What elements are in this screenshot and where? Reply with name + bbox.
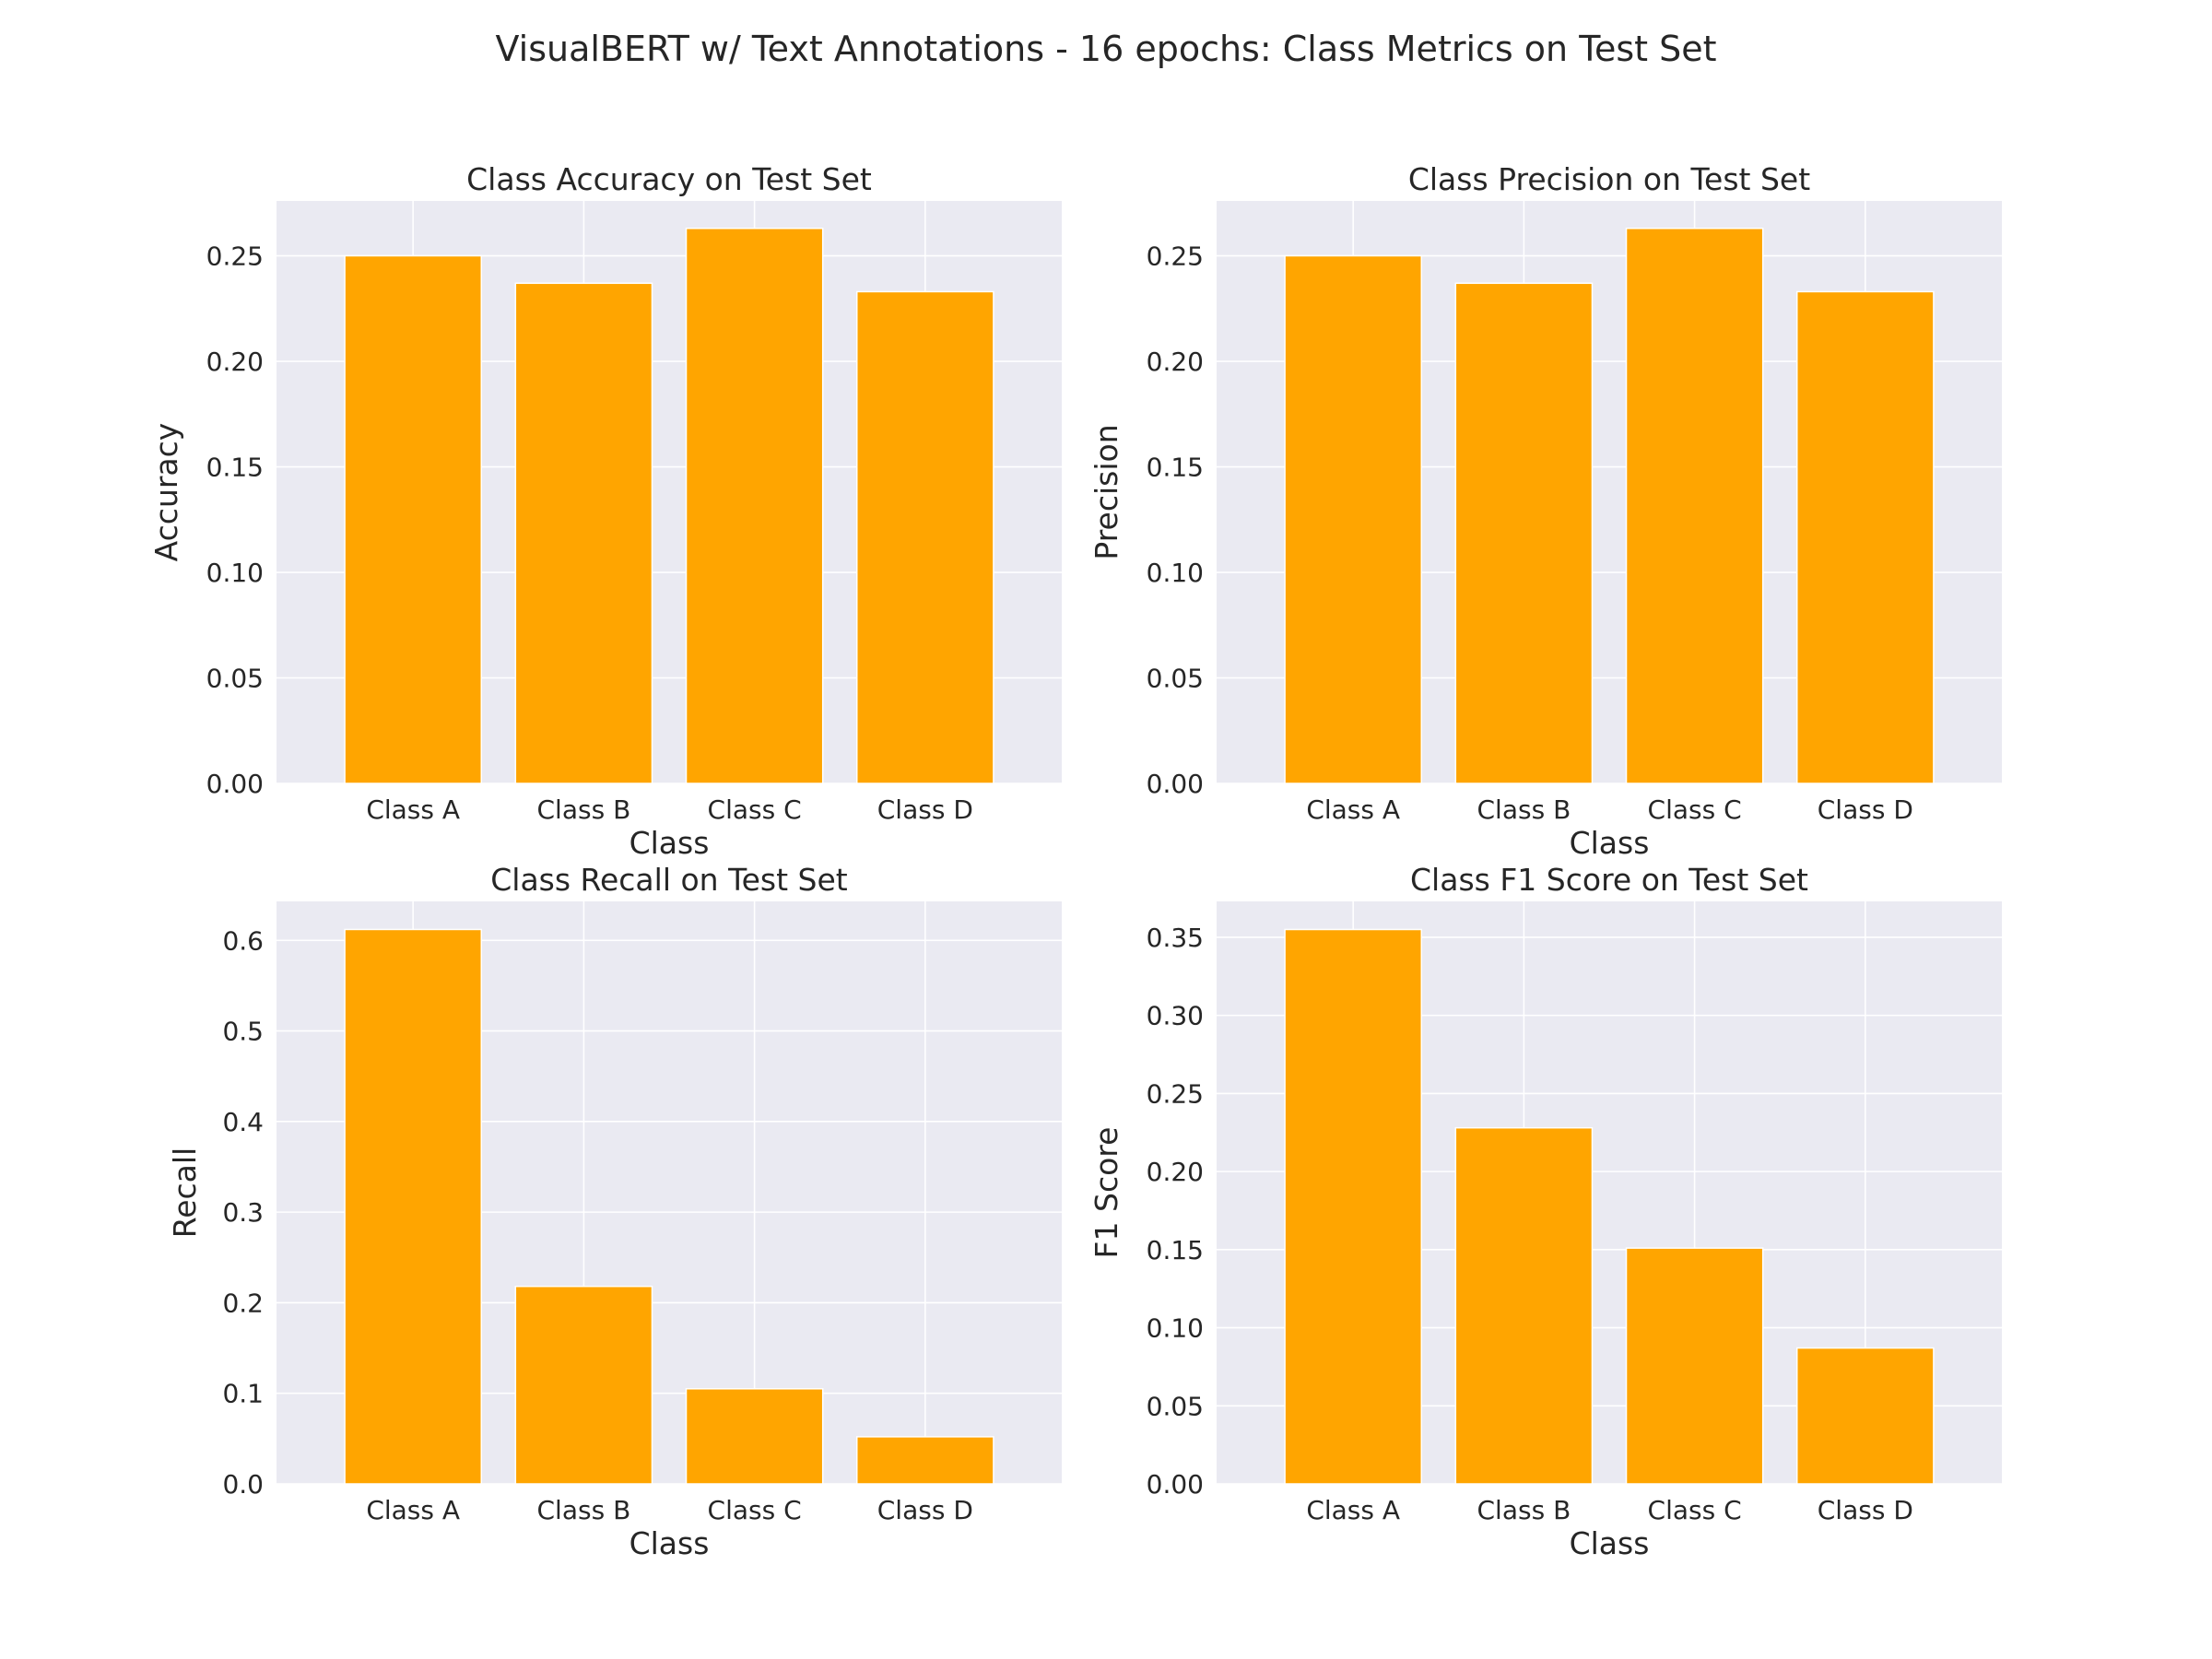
recall-bar-class-c [685, 1388, 824, 1485]
f1-score-ytick-label: 0.00 [1147, 1469, 1204, 1500]
recall-xtick-label: Class A [366, 1495, 460, 1525]
precision-ytick-label: 0.00 [1147, 769, 1204, 799]
f1-score-xtick-label: Class C [1648, 1495, 1742, 1525]
accuracy-bar-class-b [514, 282, 653, 784]
recall-xtick-label: Class C [708, 1495, 802, 1525]
recall-bar-class-b [514, 1285, 653, 1485]
f1-score-xtick-label: Class D [1818, 1495, 1913, 1525]
precision-bar-class-b [1454, 282, 1594, 784]
accuracy-ytick-label: 0.25 [206, 241, 264, 272]
accuracy-xtick-label: Class C [708, 794, 802, 825]
precision-xtick-label: Class C [1648, 794, 1742, 825]
accuracy-ytick-label: 0.20 [206, 347, 264, 377]
f1-score-xtick-label: Class B [1477, 1495, 1571, 1525]
recall-xtick-label: Class B [537, 1495, 631, 1525]
recall-ytick-label: 0.6 [222, 925, 264, 956]
f1-score-bar-class-d [1795, 1347, 1935, 1485]
accuracy-y-axis-label: Accuracy [148, 423, 184, 562]
accuracy-bar-class-d [855, 290, 994, 784]
f1-score-ytick-label: 0.35 [1147, 923, 1204, 953]
f1-score-ytick-label: 0.30 [1147, 1001, 1204, 1031]
f1-score-ytick-label: 0.05 [1147, 1391, 1204, 1421]
precision-bar-class-c [1625, 228, 1764, 784]
recall-ytick-label: 0.4 [222, 1107, 264, 1137]
f1-score-ytick-label: 0.10 [1147, 1313, 1204, 1344]
precision-y-axis-label: Precision [1088, 424, 1124, 559]
precision-x-axis-label: Class [1570, 825, 1650, 861]
precision-ytick-label: 0.15 [1147, 453, 1204, 483]
precision-xtick-label: Class A [1306, 794, 1400, 825]
accuracy-ytick-label: 0.05 [206, 664, 264, 694]
recall-ytick-label: 0.5 [222, 1017, 264, 1047]
accuracy-bar-class-c [685, 228, 824, 784]
accuracy-ytick-label: 0.00 [206, 769, 264, 799]
recall-xtick-label: Class D [877, 1495, 973, 1525]
recall-y-axis-label: Recall [167, 1147, 203, 1238]
recall-chart-title: Class Recall on Test Set [490, 862, 848, 898]
precision-bar-class-a [1284, 254, 1423, 784]
f1-score-bar-class-a [1284, 928, 1423, 1485]
recall-bar-class-a [344, 928, 483, 1485]
accuracy-chart-title: Class Accuracy on Test Set [466, 161, 872, 197]
precision-bar-class-d [1795, 290, 1935, 784]
precision-ytick-label: 0.05 [1147, 664, 1204, 694]
precision-xtick-label: Class D [1818, 794, 1913, 825]
recall-ytick-label: 0.3 [222, 1197, 264, 1228]
f1-score-ytick-label: 0.15 [1147, 1235, 1204, 1265]
f1-score-x-axis-label: Class [1570, 1525, 1650, 1561]
f1-score-y-axis-label: F1 Score [1088, 1127, 1124, 1259]
accuracy-ytick-label: 0.15 [206, 453, 264, 483]
f1-score-xtick-label: Class A [1306, 1495, 1400, 1525]
f1-score-chart-title: Class F1 Score on Test Set [1410, 862, 1808, 898]
precision-ytick-label: 0.25 [1147, 241, 1204, 272]
accuracy-x-axis-label: Class [629, 825, 710, 861]
precision-xtick-label: Class B [1477, 794, 1571, 825]
precision-chart-title: Class Precision on Test Set [1408, 161, 1810, 197]
precision-ytick-label: 0.20 [1147, 347, 1204, 377]
recall-ytick-label: 0.2 [222, 1288, 264, 1318]
accuracy-xtick-label: Class A [366, 794, 460, 825]
recall-bar-class-d [855, 1436, 994, 1485]
figure-title: VisualBERT w/ Text Annotations - 16 epoc… [495, 29, 1716, 69]
recall-x-axis-label: Class [629, 1525, 710, 1561]
accuracy-ytick-label: 0.10 [206, 558, 264, 588]
f1-score-bar-class-c [1625, 1247, 1764, 1485]
recall-ytick-label: 0.1 [222, 1379, 264, 1409]
accuracy-xtick-label: Class D [877, 794, 973, 825]
precision-ytick-label: 0.10 [1147, 558, 1204, 588]
chart-panel-4: 0.00 0.05 0.10 0.15 0.20 0.25 0.30 0.35 Class A C… [1088, 862, 2002, 1561]
recall-ytick-label: 0.0 [222, 1469, 264, 1500]
f1-score-bar-class-b [1454, 1126, 1594, 1485]
f1-score-ytick-label: 0.25 [1147, 1078, 1204, 1109]
f1-score-ytick-label: 0.20 [1147, 1157, 1204, 1187]
accuracy-xtick-label: Class B [537, 794, 631, 825]
accuracy-bar-class-a [344, 254, 483, 784]
